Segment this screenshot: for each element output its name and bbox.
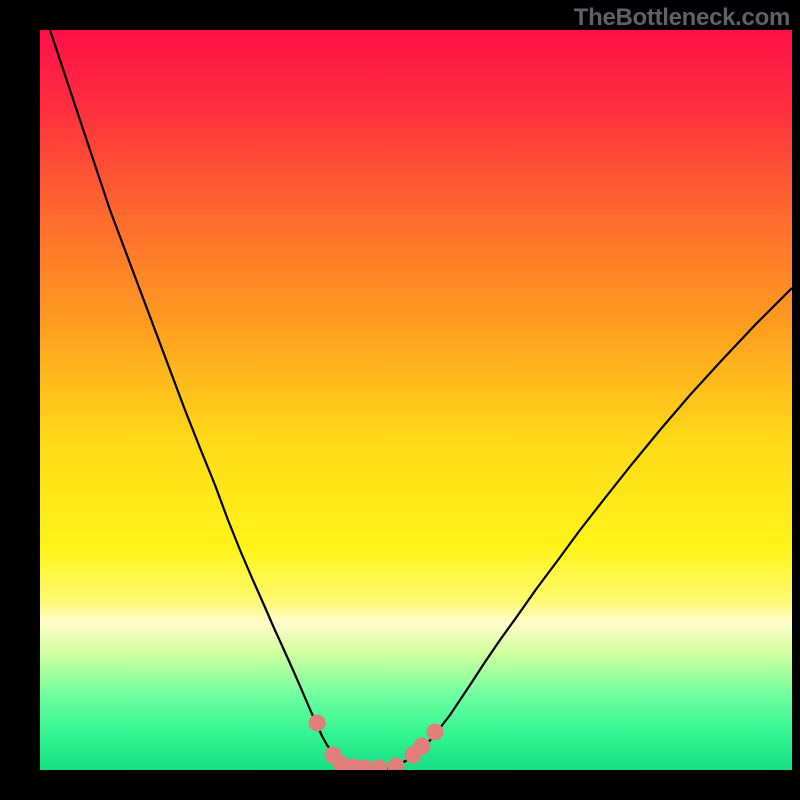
data-marker bbox=[414, 738, 431, 755]
watermark-text: TheBottleneck.com bbox=[574, 4, 790, 32]
chart-svg bbox=[40, 30, 792, 770]
gradient-background bbox=[40, 30, 792, 770]
data-marker bbox=[309, 715, 326, 732]
chart-frame: TheBottleneck.com bbox=[0, 0, 800, 800]
plot-area bbox=[40, 30, 792, 770]
data-marker bbox=[427, 724, 444, 741]
